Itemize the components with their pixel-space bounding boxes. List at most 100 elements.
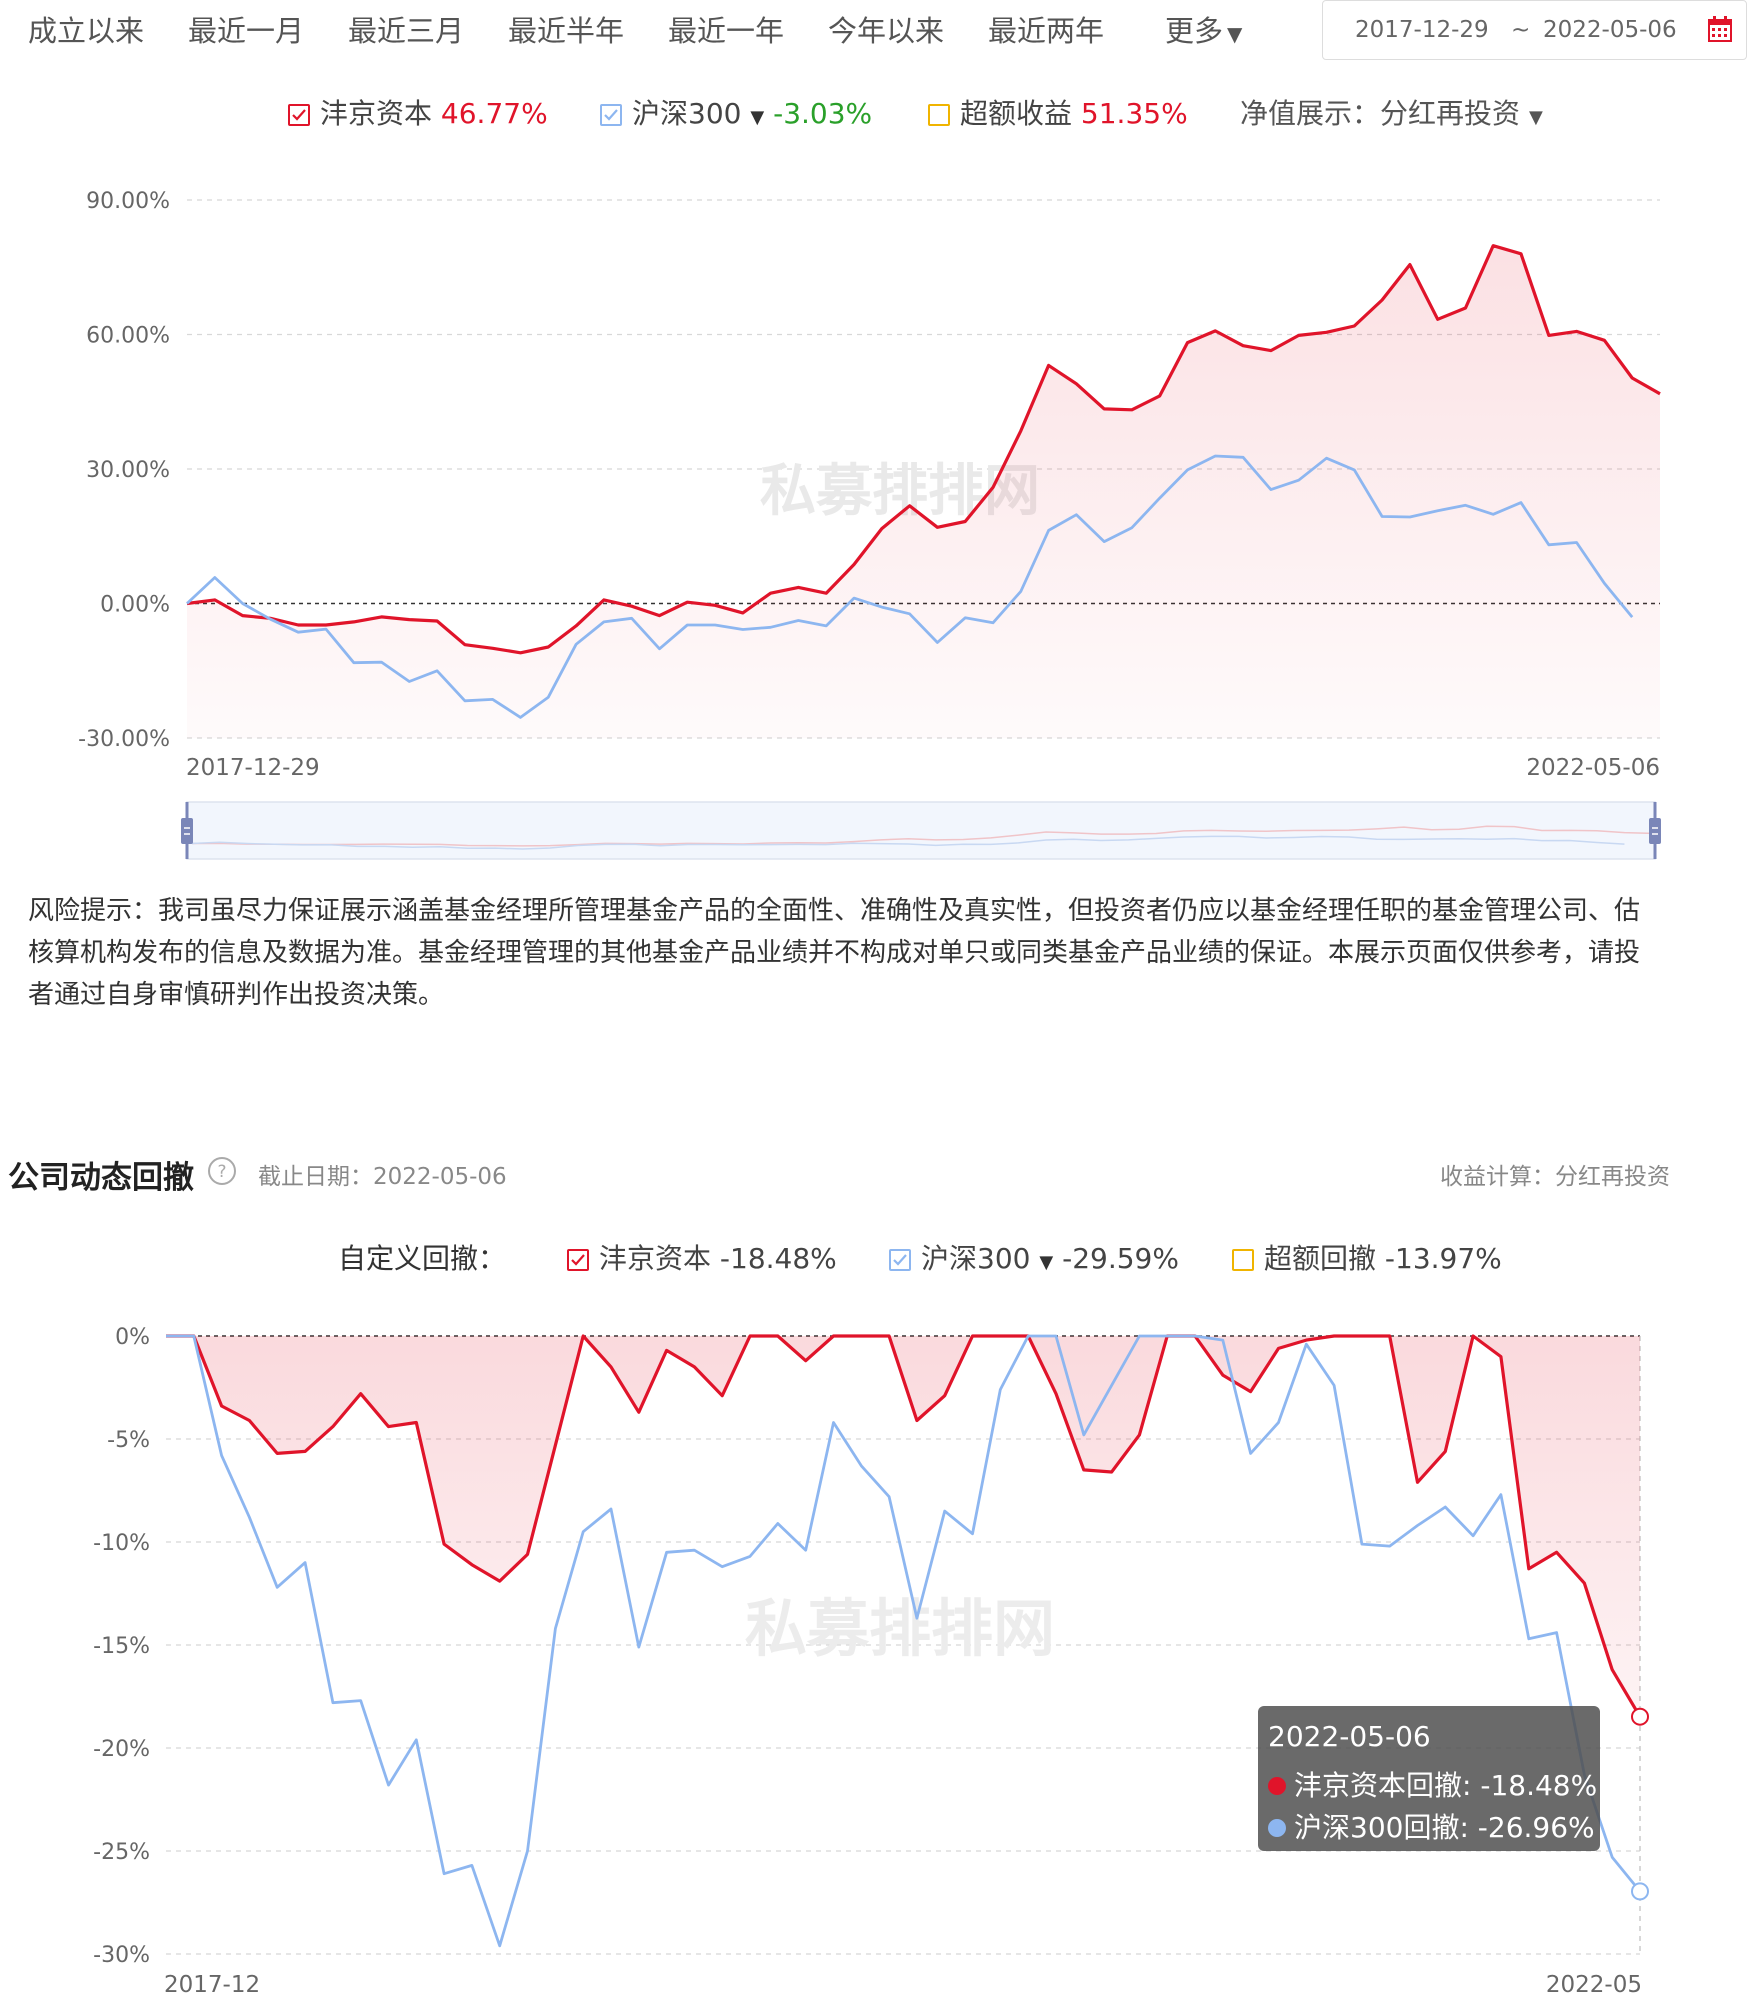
checkbox-unchecked-icon (928, 104, 950, 126)
series-area (187, 245, 1660, 738)
data-point (1048, 530, 1050, 532)
x-start-label: 2017-12-29 (186, 755, 320, 781)
x-start-label: 2017-12 (164, 1972, 260, 1998)
data-point (471, 1865, 473, 1867)
date-range-picker[interactable]: 2017-12-29 ~ 2022-05-06 (1322, 0, 1747, 60)
data-point (749, 1556, 751, 1558)
data-point (548, 696, 550, 698)
zoom-handle-left[interactable] (181, 802, 193, 859)
data-point (527, 1554, 529, 1556)
data-point (638, 1411, 640, 1413)
data-point (1194, 1335, 1196, 1337)
nav-display-select[interactable]: 净值展示：分红再投资 ▼ (1240, 92, 1543, 132)
legend-fengjing[interactable]: 沣京资本 46.77% (288, 92, 548, 132)
data-point (1556, 1632, 1558, 1634)
legend-hs300[interactable]: 沪深300 ▼ -3.03% (600, 92, 872, 132)
data-point (1381, 299, 1383, 301)
data-point (964, 521, 966, 523)
data-point (1520, 502, 1522, 504)
dd-legend-excess[interactable]: 超额回撤 -13.97% (1232, 1237, 1502, 1277)
checkbox-checked-icon (288, 104, 310, 126)
data-point (1250, 1391, 1252, 1393)
data-point (888, 1335, 890, 1337)
data-point (1361, 1543, 1363, 1545)
tab-last-half-year[interactable]: 最近半年 (508, 14, 625, 48)
data-point (1465, 505, 1467, 507)
date-start: 2017-12-29 (1355, 17, 1489, 43)
help-icon[interactable]: ? (207, 1156, 237, 1186)
data-point (297, 624, 299, 626)
data-point (1500, 1494, 1502, 1496)
zoom-handle-right[interactable] (1649, 802, 1661, 859)
y-tick-label: -15% (93, 1634, 150, 1659)
data-point (1353, 325, 1355, 327)
dd-legend-fengjing[interactable]: 沣京资本 -18.48% (567, 1237, 837, 1277)
data-point (1611, 1669, 1613, 1671)
checkbox-checked-icon (889, 1249, 911, 1271)
data-point (833, 1422, 835, 1424)
dd-legend-hs300[interactable]: 沪深300 ▼ -29.59% (889, 1237, 1179, 1277)
risk-notice: 风险提示：我司虽尽力保证展示涵盖基金经理所管理基金产品的全面性、准确性及真实性，… (28, 890, 1758, 1016)
data-point (1159, 497, 1161, 499)
watermark: 私募排排网 (745, 1592, 1055, 1665)
dd-legend-hs300-label: 沪深300 (921, 1242, 1031, 1275)
data-point (1076, 383, 1078, 385)
tab-last-year[interactable]: 最近一年 (668, 14, 785, 48)
data-point (1305, 1343, 1307, 1345)
data-point (888, 1496, 890, 1498)
tab-last-month[interactable]: 最近一月 (188, 14, 305, 48)
dropdown-caret-icon[interactable]: ▼ (1039, 1252, 1054, 1273)
return-chart: 90.00%60.00%30.00%0.00%-30.00% 私募排排网 201… (78, 189, 1661, 860)
data-point (242, 603, 244, 605)
data-point (1187, 342, 1189, 344)
dropdown-caret-icon[interactable]: ▼ (750, 107, 765, 128)
data-point (1055, 1393, 1057, 1395)
data-point (416, 1739, 418, 1741)
data-point (1445, 1451, 1447, 1453)
data-point (992, 487, 994, 489)
data-point (853, 564, 855, 566)
series-area (166, 1336, 1640, 1717)
data-point (603, 599, 605, 601)
data-point (436, 620, 438, 622)
data-point (381, 616, 383, 618)
data-point (1548, 544, 1550, 546)
tooltip-row-label: 沣京资本回撤: -18.48% (1294, 1769, 1598, 1802)
data-zoom-slider[interactable] (181, 801, 1661, 860)
data-point (1020, 430, 1022, 432)
tab-since-inception[interactable]: 成立以来 (28, 14, 145, 48)
tab-more[interactable]: 更多 ▼ (1165, 8, 1242, 50)
data-point (1278, 1348, 1280, 1350)
data-point (416, 1422, 418, 1424)
data-point (1298, 335, 1300, 337)
data-point (270, 618, 272, 620)
legend-excess[interactable]: 超额收益 51.35% (928, 92, 1188, 132)
data-point (992, 622, 994, 624)
data-point (1215, 455, 1217, 457)
data-point (881, 528, 883, 530)
data-point (714, 604, 716, 606)
dd-legend-excess-label: 超额回撤 (1264, 1242, 1377, 1275)
data-point (666, 1350, 668, 1352)
y-tick-label: -25% (93, 1840, 150, 1865)
data-point (1333, 1385, 1335, 1387)
data-point (770, 592, 772, 594)
tab-last-2-years[interactable]: 最近两年 (988, 14, 1105, 48)
period-tabs: 成立以来 最近一月 最近三月 最近半年 最近一年 今年以来 最近两年 更多 ▼ (0, 0, 1300, 60)
data-point (409, 619, 411, 621)
data-point (1333, 1335, 1335, 1337)
data-point (749, 1335, 751, 1337)
data-point (1500, 1356, 1502, 1358)
data-point (492, 648, 494, 650)
data-point (1131, 409, 1133, 411)
data-point (860, 1335, 862, 1337)
y-tick-label: 0% (115, 1325, 150, 1350)
data-point (1103, 541, 1105, 543)
custom-drawdown-label: 自定义回撤： (338, 1242, 507, 1275)
data-point (464, 700, 466, 702)
tab-year-to-date[interactable]: 今年以来 (828, 14, 945, 48)
tab-last-3-months[interactable]: 最近三月 (348, 14, 465, 48)
y-tick-label: -10% (93, 1531, 150, 1556)
data-point (1472, 1335, 1474, 1337)
data-point (360, 1393, 362, 1395)
